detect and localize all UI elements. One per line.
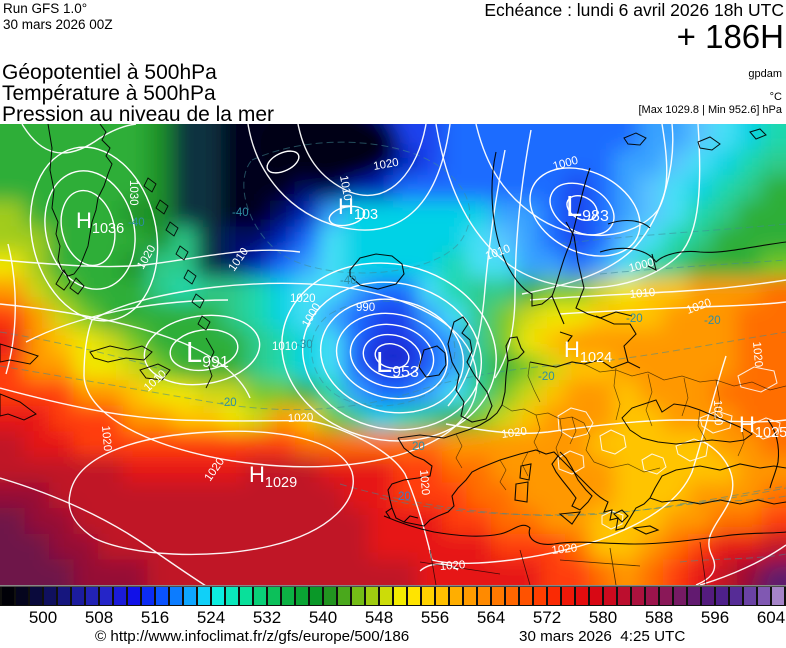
svg-text:1020: 1020: [372, 157, 399, 173]
svg-text:1010: 1010: [337, 174, 353, 201]
svg-text:1020: 1020: [99, 425, 113, 452]
svg-text:-30: -30: [296, 339, 313, 351]
svg-text:20: 20: [412, 441, 425, 453]
svg-text:990: 990: [356, 302, 375, 314]
svg-text:1020: 1020: [288, 412, 314, 425]
svg-text:-20: -20: [220, 397, 237, 409]
svg-text:1030: 1030: [127, 180, 139, 206]
svg-text:-40: -40: [232, 207, 249, 219]
svg-text:20: 20: [398, 491, 411, 503]
svg-text:-40: -40: [340, 275, 357, 287]
svg-text:1020: 1020: [711, 400, 724, 426]
svg-text:1020: 1020: [750, 341, 764, 368]
svg-text:-20: -20: [704, 315, 721, 327]
svg-text:1020: 1020: [290, 293, 316, 305]
svg-text:-20: -20: [626, 313, 643, 325]
svg-text:1020: 1020: [439, 559, 465, 573]
svg-text:-20: -20: [538, 371, 555, 383]
svg-text:-40: -40: [128, 217, 145, 229]
svg-text:1010: 1010: [272, 341, 298, 353]
svg-text:1020: 1020: [501, 426, 528, 441]
svg-text:1010: 1010: [629, 287, 656, 301]
svg-text:1020: 1020: [551, 542, 578, 557]
svg-text:1020: 1020: [417, 469, 431, 496]
